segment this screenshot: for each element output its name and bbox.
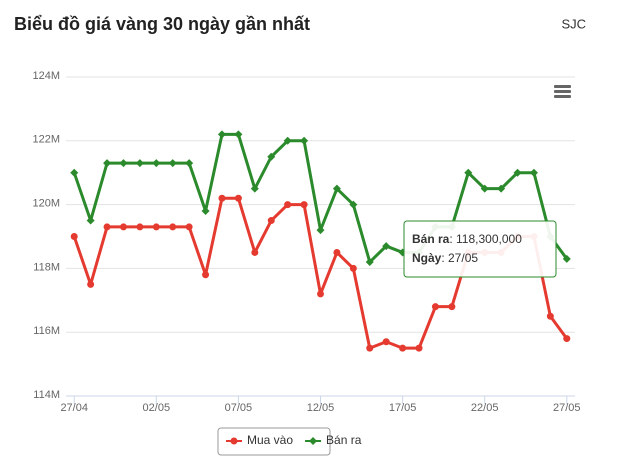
point — [267, 152, 276, 161]
point — [152, 223, 160, 231]
tooltip-key: Bán ra — [412, 232, 450, 246]
x-tick-label: 07/05 — [225, 402, 253, 414]
point — [136, 223, 144, 231]
menu-bar — [554, 85, 571, 88]
point — [365, 258, 374, 267]
point — [168, 159, 177, 168]
point — [250, 184, 259, 193]
point — [497, 184, 506, 193]
x-tick-label: 02/05 — [143, 402, 171, 414]
legend-marker — [309, 437, 318, 445]
tooltip-box — [403, 220, 557, 278]
point — [366, 344, 374, 352]
point — [169, 223, 177, 231]
point — [217, 130, 226, 139]
point — [202, 271, 210, 279]
point — [300, 136, 309, 145]
point — [87, 280, 95, 288]
point — [333, 248, 341, 256]
point — [185, 223, 193, 231]
menu-button[interactable] — [552, 82, 572, 100]
x-tick-label: 22/05 — [471, 402, 499, 414]
point — [152, 159, 161, 168]
x-tick-label: 12/05 — [307, 402, 335, 414]
series — [70, 130, 571, 267]
point — [349, 200, 358, 209]
menu-bar — [554, 90, 571, 93]
point — [382, 242, 391, 251]
point — [431, 303, 439, 311]
y-tick-label: 120M — [32, 198, 60, 210]
point — [103, 223, 111, 231]
tooltip-value: : 118,300,000 — [449, 232, 522, 246]
point — [332, 184, 341, 193]
point — [316, 226, 325, 235]
point — [546, 312, 554, 320]
x-tick-label: 27/05 — [553, 402, 581, 414]
y-tick-label: 124M — [32, 70, 60, 82]
legend-label: Bán ra — [326, 433, 362, 447]
point — [251, 248, 259, 256]
menu-bar — [554, 95, 571, 98]
point — [70, 233, 78, 240]
point — [562, 254, 571, 263]
x-tick-label: 27/04 — [60, 402, 88, 414]
point — [119, 159, 128, 168]
legend-box — [217, 427, 331, 456]
point — [283, 136, 292, 145]
chart-subtitle: SJC — [561, 16, 586, 31]
point — [415, 344, 423, 352]
tooltip-text: Ngày: 27/05 — [412, 251, 478, 265]
point — [70, 168, 79, 177]
point — [513, 168, 522, 177]
point — [267, 217, 275, 225]
point — [218, 194, 226, 202]
point — [86, 216, 95, 225]
tooltip-value: : 27/05 — [441, 251, 478, 265]
x-tick-label: 17/05 — [389, 402, 417, 414]
y-tick-label: 118M — [33, 261, 60, 273]
point — [234, 130, 243, 139]
point — [382, 338, 390, 346]
point — [300, 201, 308, 209]
legend-item[interactable]: Bán ra — [305, 433, 362, 447]
chart-title: Biểu đồ giá vàng 30 ngày gần nhất — [14, 14, 310, 34]
tooltip-text: Bán ra: 118,300,000 — [412, 232, 522, 246]
point — [317, 290, 324, 298]
point — [284, 201, 292, 209]
point — [135, 159, 144, 168]
legend-marker — [230, 437, 238, 445]
point — [563, 335, 571, 343]
y-tick-label: 116M — [33, 325, 60, 337]
y-tick-label: 122M — [32, 134, 60, 146]
point — [480, 184, 489, 193]
point — [448, 303, 456, 311]
legend-label: Mua vào — [247, 433, 293, 447]
point — [119, 223, 127, 231]
point — [399, 344, 407, 352]
point — [349, 264, 357, 272]
tooltip: Bán ra: 118,300,000 Ngày: 27/05 — [403, 220, 557, 278]
point — [529, 168, 538, 177]
tooltip-key: Ngày — [412, 251, 442, 265]
point — [185, 159, 194, 168]
point — [103, 159, 112, 168]
legend: Mua vào Bán ra — [217, 427, 362, 456]
point — [464, 168, 473, 177]
legend-item[interactable]: Mua vào — [226, 433, 293, 447]
point — [201, 206, 210, 215]
y-tick-label: 114M — [33, 389, 60, 401]
point — [234, 194, 242, 202]
